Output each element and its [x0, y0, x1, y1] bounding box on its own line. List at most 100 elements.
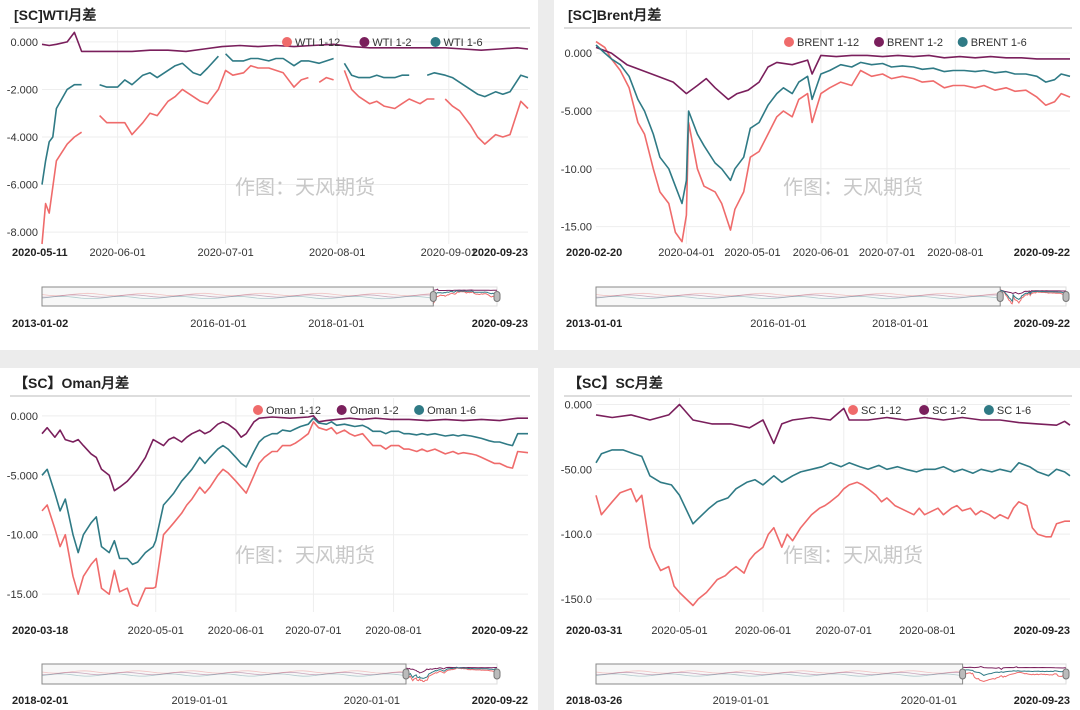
y-tick-label: -100.0 — [561, 529, 592, 541]
navigator-history-line — [595, 292, 1001, 297]
navigator-end-label: 2020-09-23 — [1014, 695, 1070, 707]
series-line-2 — [41, 31, 529, 53]
navigator-series-line — [433, 288, 497, 292]
x-range-start-label: 2020-03-18 — [12, 625, 68, 637]
navigator-history-line — [595, 294, 1001, 298]
legend-label: WTI 1-12 — [295, 37, 340, 49]
series-line-1 — [41, 64, 529, 245]
x-tick-label: 2020-08-01 — [309, 247, 365, 259]
navigator-unselected-region — [595, 663, 964, 685]
series-line-3 — [595, 44, 1071, 205]
navigator-series-line — [432, 290, 498, 300]
legend-label: SC 1-6 — [997, 405, 1031, 417]
navigator-history-line — [595, 671, 963, 676]
watermark: 作图：天风期货 — [235, 544, 375, 567]
series-line-2 — [595, 46, 1070, 101]
x-tick-label: 2020-07-01 — [816, 625, 872, 637]
legend-marker — [336, 405, 347, 415]
series-line-3 — [595, 449, 1071, 525]
navigator-handle[interactable] — [959, 668, 967, 680]
watermark: 作图：天风期货 — [783, 176, 923, 199]
navigator-history-line — [595, 670, 963, 674]
chart-title: 【SC】Oman月差 — [14, 375, 129, 391]
watermark: 作图：天风期货 — [235, 176, 375, 199]
x-range-end-label: 2020-09-23 — [472, 247, 528, 259]
navigator-tick-label: 2018-01-01 — [872, 318, 928, 330]
legend-label: BRENT 1-6 — [971, 37, 1027, 49]
y-tick-label: -10.00 — [7, 530, 38, 542]
navigator-start-label: 2018-02-01 — [12, 695, 68, 707]
x-tick-label: 2020-06-01 — [89, 247, 145, 259]
x-range-start-label: 2020-02-20 — [566, 247, 622, 259]
y-tick-label: -10.00 — [561, 164, 592, 176]
navigator-history-line — [41, 673, 407, 677]
legend-label: SC 1-12 — [861, 405, 901, 417]
navigator-start-label: 2013-01-01 — [566, 318, 622, 330]
navigator-series-line — [962, 665, 1067, 671]
navigator-handle[interactable] — [402, 668, 410, 680]
navigator-tick-label: 2019-01-01 — [713, 695, 769, 707]
navigator-tick-label: 2020-01-01 — [344, 695, 400, 707]
wti-spread-chart: [SC]WTI月差 0.000 -2.000 -4.000 -6.000 -8.000 20… — [7, 7, 530, 330]
chart-title: 【SC】SC月差 — [568, 375, 663, 391]
series-line-3 — [41, 53, 529, 185]
navigator-series-line — [405, 666, 497, 674]
navigator-history-line — [41, 295, 434, 300]
oman-spread-chart: 【SC】Oman月差 0.000 -5.000 -10.00 -15.00 2020-05… — [7, 375, 530, 707]
legend-label: BRENT 1-2 — [887, 37, 943, 49]
navigator-series-line — [1000, 289, 1067, 305]
legend-label: WTI 1-6 — [444, 37, 483, 49]
legend-marker — [253, 405, 263, 415]
navigator-tick-label: 2019-01-01 — [172, 695, 228, 707]
legend-label: Oman 1-6 — [427, 405, 476, 417]
legend-label: SC 1-2 — [932, 405, 966, 417]
navigator-end-label: 2020-09-23 — [472, 318, 528, 330]
navigator-series-line — [432, 290, 498, 305]
y-tick-label: -8.000 — [7, 227, 38, 239]
x-tick-label: 2020-04-01 — [658, 247, 714, 259]
watermark: 作图：天风期货 — [783, 544, 923, 567]
navigator-history-line — [595, 295, 1001, 300]
brent-spread-chart: [SC]Brent月差 0.000 -5.000 -10.00 -15.00 2020-0… — [561, 7, 1072, 330]
series-line-2 — [41, 415, 528, 492]
navigator-series-line — [962, 671, 1066, 683]
y-tick-label: -50.00 — [561, 464, 592, 476]
navigator-series-line — [405, 666, 497, 679]
y-tick-label: 0.000 — [10, 411, 38, 423]
chart-title: [SC]WTI月差 — [14, 7, 96, 23]
y-tick-label: -6.000 — [7, 180, 38, 192]
y-tick-label: 0.000 — [564, 48, 592, 60]
navigator-history-line — [41, 671, 407, 676]
y-tick-label: -15.00 — [561, 222, 592, 234]
y-tick-label: -150.0 — [561, 594, 592, 606]
series-line-3 — [41, 417, 528, 566]
navigator-series-line — [962, 669, 1067, 676]
navigator-end-label: 2020-09-22 — [472, 695, 528, 707]
legend-marker — [919, 405, 930, 415]
series-line-1 — [595, 40, 1071, 243]
sc-spread-chart: 【SC】SC月差 0.000 -50.00 -100.0 -150.0 2020-05-0… — [561, 375, 1072, 707]
legend-label: BRENT 1-12 — [797, 37, 859, 49]
navigator-handle[interactable] — [996, 291, 1004, 302]
chart-panel-oman: 【SC】Oman月差 0.000 -5.000 -10.00 -15.00 2020-05… — [0, 368, 538, 710]
x-tick-label: 2020-06-01 — [793, 247, 849, 259]
legend-marker — [957, 37, 968, 47]
navigator-handle[interactable] — [493, 291, 501, 302]
x-tick-label: 2020-07-01 — [285, 625, 341, 637]
x-tick-label: 2020-06-01 — [735, 625, 791, 637]
series-line-1 — [41, 421, 529, 607]
navigator-handle[interactable] — [1062, 668, 1070, 680]
x-range-end-label: 2020-09-23 — [1014, 625, 1070, 637]
navigator-handle[interactable] — [429, 291, 437, 302]
x-tick-label: 2020-05-01 — [651, 625, 707, 637]
navigator-unselected-region — [41, 286, 434, 307]
navigator-series-line — [1000, 289, 1067, 303]
navigator-handle[interactable] — [493, 668, 501, 680]
navigator-tick-label: 2016-01-01 — [190, 318, 246, 330]
navigator-handle[interactable] — [1062, 291, 1070, 302]
chart-panel-wti: [SC]WTI月差 0.000 -2.000 -4.000 -6.000 -8.000 20… — [0, 0, 538, 350]
navigator-tick-label: 2020-01-01 — [901, 695, 957, 707]
x-range-start-label: 2020-03-31 — [566, 625, 622, 637]
y-tick-label: 0.000 — [10, 37, 38, 49]
y-tick-label: 0.000 — [564, 399, 592, 411]
